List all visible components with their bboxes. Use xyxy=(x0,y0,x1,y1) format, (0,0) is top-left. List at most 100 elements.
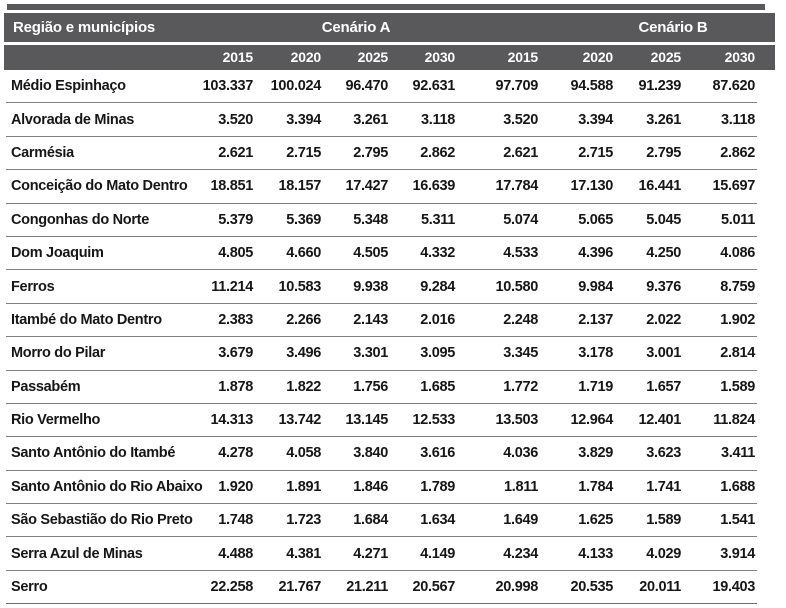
population-value: 22.258 xyxy=(210,579,253,596)
population-value: 3.394 xyxy=(286,111,321,128)
population-value: 3.301 xyxy=(353,345,388,362)
population-value: 1.589 xyxy=(720,378,755,395)
municipality-label: Rio Vermelho xyxy=(11,412,101,429)
year-column-header: 2020 xyxy=(290,49,322,65)
municipality-label: Serro xyxy=(11,579,48,596)
population-value: 2.621 xyxy=(218,144,253,161)
population-value: 3.616 xyxy=(420,445,455,462)
population-value: 4.250 xyxy=(646,245,681,262)
population-value: 8.759 xyxy=(720,278,755,295)
year-header-spacer xyxy=(6,45,196,70)
population-value: 2.137 xyxy=(578,311,613,328)
population-value: 4.805 xyxy=(218,245,253,262)
population-value: 2.248 xyxy=(503,311,538,328)
population-value: 1.684 xyxy=(353,512,388,529)
population-value: 14.313 xyxy=(210,412,253,429)
table-row: Médio Espinhaço 103.337 100.024 96.470 9… xyxy=(6,70,757,104)
population-value: 4.133 xyxy=(578,545,613,562)
population-value: 3.178 xyxy=(578,345,613,362)
population-value: 2.814 xyxy=(720,345,755,362)
population-value: 2.862 xyxy=(720,144,755,161)
population-value: 17.784 xyxy=(495,178,538,195)
population-value: 2.266 xyxy=(286,311,321,328)
population-value: 1.891 xyxy=(286,478,321,495)
municipality-label: Dom Joaquim xyxy=(11,245,104,262)
population-value: 3.345 xyxy=(503,345,538,362)
population-value: 3.496 xyxy=(286,345,321,362)
population-value: 5.311 xyxy=(421,211,455,228)
population-value: 1.784 xyxy=(578,478,613,495)
population-value: 20.998 xyxy=(495,579,538,596)
population-value: 5.074 xyxy=(503,211,538,228)
population-value: 3.623 xyxy=(646,445,681,462)
population-value: 16.639 xyxy=(412,178,455,195)
population-value: 5.379 xyxy=(218,211,253,228)
population-value: 15.697 xyxy=(712,178,755,195)
municipality-label: Passabém xyxy=(11,378,81,395)
population-value: 3.118 xyxy=(421,111,455,128)
column-header-region: Região e municípios xyxy=(13,19,156,36)
table-header-groups: Região e municípios Cenário A Cenário B xyxy=(4,13,775,42)
population-value: 3.840 xyxy=(353,445,388,462)
municipality-label: Médio Espinhaço xyxy=(11,78,126,95)
table-row: Itambé do Mato Dentro 2.383 2.266 2.143 … xyxy=(6,304,757,338)
population-value: 5.348 xyxy=(353,211,388,228)
population-value: 2.862 xyxy=(420,144,455,161)
population-value: 1.723 xyxy=(286,512,321,529)
population-value: 1.878 xyxy=(218,378,253,395)
municipality-label: Santo Antônio do Itambé xyxy=(11,445,176,462)
population-value: 4.036 xyxy=(503,445,538,462)
population-value: 1.541 xyxy=(720,512,755,529)
population-value: 4.029 xyxy=(646,545,681,562)
population-value: 19.403 xyxy=(712,579,755,596)
population-value: 13.145 xyxy=(345,412,388,429)
population-value: 3.261 xyxy=(353,111,388,128)
population-value: 1.719 xyxy=(578,378,613,395)
population-value: 10.583 xyxy=(278,278,321,295)
population-value: 3.520 xyxy=(503,111,538,128)
population-value: 12.533 xyxy=(412,412,455,429)
municipality-label: Alvorada de Minas xyxy=(11,111,135,128)
population-value: 9.284 xyxy=(420,278,455,295)
population-value: 3.679 xyxy=(218,345,253,362)
population-value: 4.381 xyxy=(286,545,321,562)
population-value: 103.337 xyxy=(202,78,254,95)
population-value: 2.715 xyxy=(286,144,321,161)
population-value: 1.772 xyxy=(503,378,538,395)
population-value: 92.631 xyxy=(412,78,455,95)
population-value: 3.261 xyxy=(646,111,681,128)
table-row: Carmésia 2.621 2.715 2.795 2.862 2.621 2… xyxy=(6,137,757,171)
population-value: 1.649 xyxy=(503,512,538,529)
table-row: Alvorada de Minas 3.520 3.394 3.261 3.11… xyxy=(6,103,757,137)
population-value: 96.470 xyxy=(345,78,388,95)
table-row: Passabém 1.878 1.822 1.756 1.685 1.772 1… xyxy=(6,371,757,404)
municipality-label: Carmésia xyxy=(11,144,74,161)
population-value: 100.024 xyxy=(270,78,322,95)
population-value: 5.011 xyxy=(721,211,755,228)
population-value: 10.580 xyxy=(495,278,538,295)
population-value: 2.795 xyxy=(646,144,681,161)
population-value: 4.278 xyxy=(218,445,253,462)
municipality-label: Itambé do Mato Dentro xyxy=(11,311,162,328)
population-value: 3.095 xyxy=(420,345,455,362)
population-value: 1.657 xyxy=(646,378,681,395)
population-value: 1.688 xyxy=(720,478,755,495)
table-row: Ferros 11.214 10.583 9.938 9.284 10.580 … xyxy=(6,270,757,304)
population-value: 1.748 xyxy=(218,512,253,529)
population-value: 9.376 xyxy=(646,278,681,295)
population-value: 4.271 xyxy=(353,545,388,562)
population-value: 1.589 xyxy=(646,512,681,529)
table-row: Dom Joaquim 4.805 4.660 4.505 4.332 4.53… xyxy=(6,237,757,271)
table-row: Serra Azul de Minas 4.488 4.381 4.271 4.… xyxy=(6,537,757,571)
population-value: 1.634 xyxy=(420,512,455,529)
municipality-label: Serra Azul de Minas xyxy=(11,545,143,562)
year-column-header: 2015 xyxy=(222,49,254,65)
population-value: 17.427 xyxy=(345,178,388,195)
population-value: 91.239 xyxy=(638,78,681,95)
population-value: 18.157 xyxy=(278,178,321,195)
population-value: 1.811 xyxy=(504,478,538,495)
population-value: 3.001 xyxy=(646,345,681,362)
population-value: 1.822 xyxy=(286,378,321,395)
population-value: 3.914 xyxy=(720,545,755,562)
population-value: 13.742 xyxy=(278,412,321,429)
